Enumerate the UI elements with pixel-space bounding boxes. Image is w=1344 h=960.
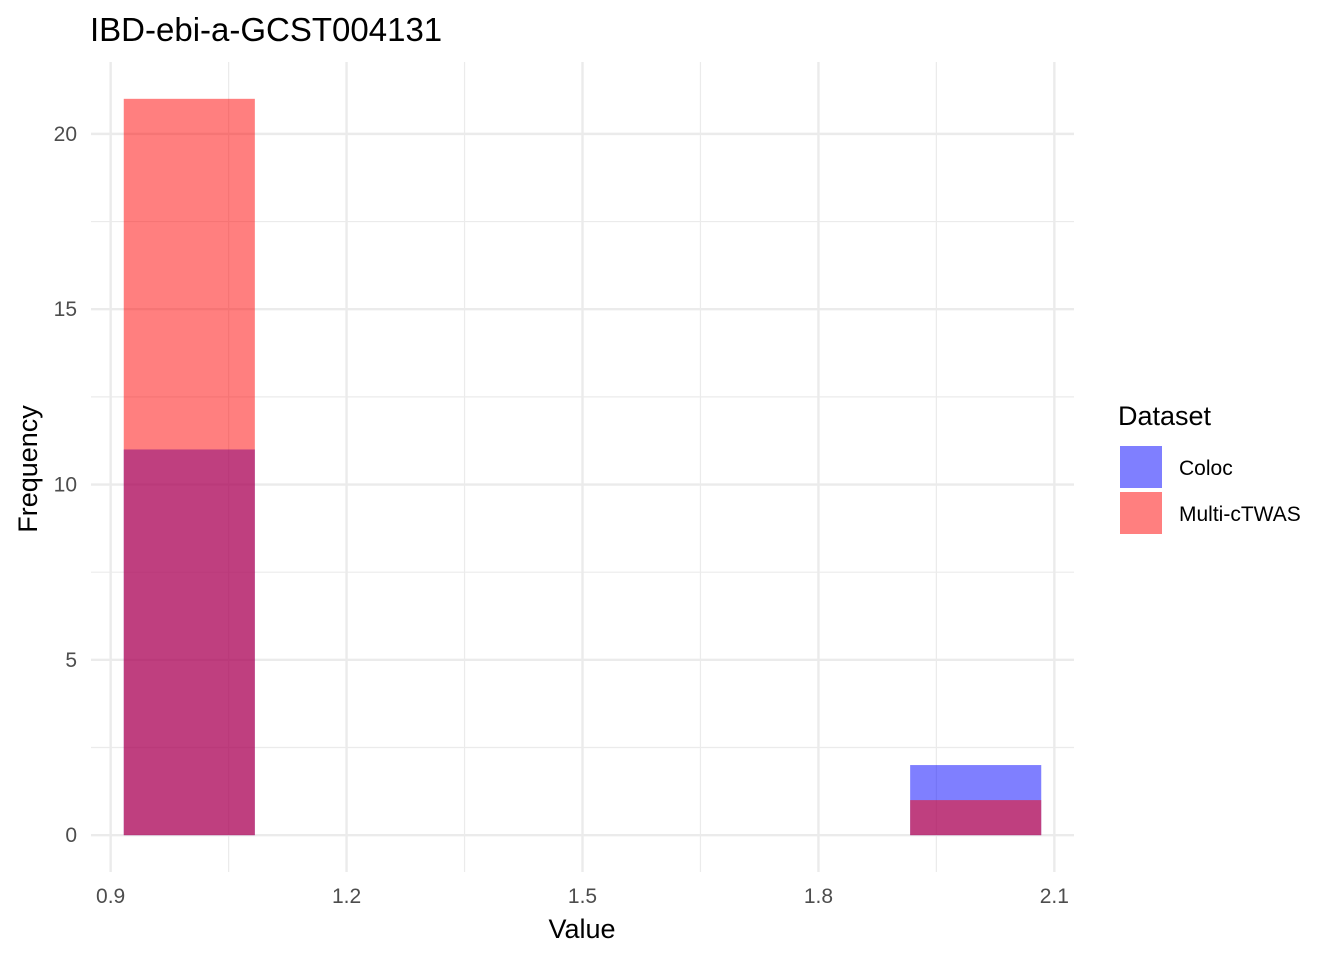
y-tick-label: 5 [65,649,77,672]
legend-label: Coloc [1179,457,1233,480]
legend-key [1120,446,1162,488]
y-tick-label: 20 [54,123,77,146]
x-tick-label: 1.2 [332,885,361,908]
x-axis-title: Value [548,914,615,944]
bar-multi-ctwas [123,98,255,836]
x-tick-label: 1.5 [568,885,597,908]
y-tick-label: 0 [65,824,77,847]
bar-multi-ctwas [910,800,1042,836]
legend: Dataset Coloc Multi-cTWAS [1118,401,1301,534]
legend-label: Multi-cTWAS [1179,503,1301,526]
y-tick-label: 10 [54,474,77,497]
chart-title: IBD-ebi-a-GCST004131 [90,11,442,48]
x-tick-labels: 0.9 1.2 1.5 1.8 2.1 [96,885,1069,908]
x-tick-label: 1.8 [804,885,833,908]
legend-key [1120,492,1162,534]
x-tick-label: 0.9 [96,885,125,908]
y-axis-title: Frequency [13,405,43,533]
histogram-bars [123,98,1042,836]
legend-title: Dataset [1118,401,1212,431]
y-tick-labels: 0 5 10 15 20 [54,123,77,847]
x-tick-label: 2.1 [1040,885,1069,908]
y-tick-label: 15 [54,298,77,321]
